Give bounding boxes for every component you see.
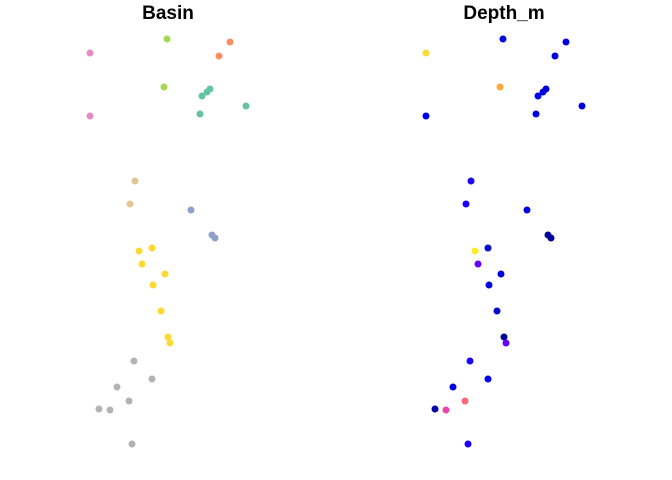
point xyxy=(466,357,474,365)
point xyxy=(502,339,510,347)
panel-title: Depth_m xyxy=(463,3,544,24)
point xyxy=(461,397,469,405)
point xyxy=(497,270,505,278)
point xyxy=(160,83,168,91)
point xyxy=(161,270,169,278)
point xyxy=(148,244,156,252)
point xyxy=(138,260,146,268)
point xyxy=(226,38,234,46)
point xyxy=(471,247,479,255)
point xyxy=(547,234,555,242)
point xyxy=(106,406,114,414)
point xyxy=(534,92,542,100)
point xyxy=(467,177,475,185)
point xyxy=(496,83,504,91)
point xyxy=(86,49,94,57)
point xyxy=(126,200,134,208)
point xyxy=(157,307,165,315)
point xyxy=(551,52,559,60)
point xyxy=(187,206,195,214)
point xyxy=(163,35,171,43)
point xyxy=(484,244,492,252)
point xyxy=(578,102,586,110)
point xyxy=(431,405,439,413)
point xyxy=(464,440,472,448)
point xyxy=(135,247,143,255)
point xyxy=(499,35,507,43)
point xyxy=(474,260,482,268)
point xyxy=(422,49,430,57)
point xyxy=(449,383,457,391)
point xyxy=(442,406,450,414)
panel-title: Basin xyxy=(142,3,194,24)
point xyxy=(493,307,501,315)
point xyxy=(242,102,250,110)
point xyxy=(95,405,103,413)
point xyxy=(562,38,570,46)
point xyxy=(422,112,430,120)
point xyxy=(523,206,531,214)
point xyxy=(166,339,174,347)
point xyxy=(149,281,157,289)
point xyxy=(484,375,492,383)
point xyxy=(86,112,94,120)
point xyxy=(128,440,136,448)
point xyxy=(215,52,223,60)
point xyxy=(203,88,211,96)
point xyxy=(131,177,139,185)
point xyxy=(130,357,138,365)
point xyxy=(462,200,470,208)
point xyxy=(500,333,508,341)
point xyxy=(196,110,204,118)
point xyxy=(113,383,121,391)
point xyxy=(211,234,219,242)
point xyxy=(198,92,206,100)
point xyxy=(148,375,156,383)
point xyxy=(532,110,540,118)
point xyxy=(125,397,133,405)
point xyxy=(539,88,547,96)
point xyxy=(485,281,493,289)
point xyxy=(164,333,172,341)
